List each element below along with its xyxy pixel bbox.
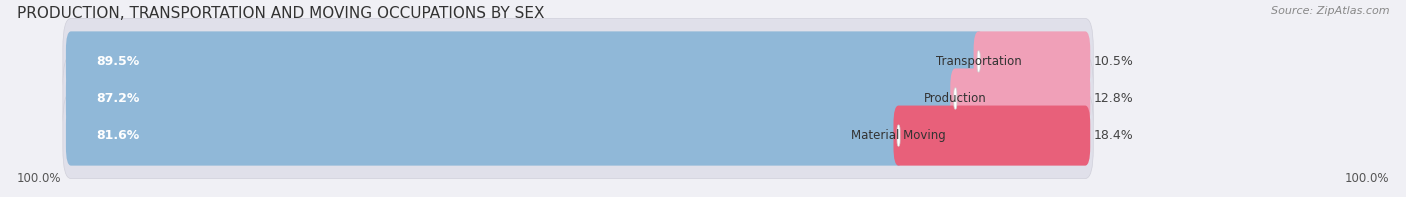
FancyBboxPatch shape [897, 125, 900, 146]
Text: 100.0%: 100.0% [17, 172, 62, 185]
FancyBboxPatch shape [893, 106, 1090, 166]
FancyBboxPatch shape [63, 18, 1094, 104]
FancyBboxPatch shape [66, 106, 904, 166]
Text: 87.2%: 87.2% [97, 92, 139, 105]
Text: 89.5%: 89.5% [97, 55, 139, 68]
FancyBboxPatch shape [63, 56, 1094, 141]
Text: Material Moving: Material Moving [851, 129, 946, 142]
FancyBboxPatch shape [66, 69, 960, 128]
Text: 10.5%: 10.5% [1094, 55, 1133, 68]
Text: 100.0%: 100.0% [1344, 172, 1389, 185]
Text: Production: Production [924, 92, 987, 105]
FancyBboxPatch shape [973, 31, 1090, 91]
Text: 81.6%: 81.6% [97, 129, 139, 142]
FancyBboxPatch shape [977, 51, 980, 72]
Text: PRODUCTION, TRANSPORTATION AND MOVING OCCUPATIONS BY SEX: PRODUCTION, TRANSPORTATION AND MOVING OC… [17, 6, 544, 21]
FancyBboxPatch shape [63, 93, 1094, 179]
Text: Transportation: Transportation [936, 55, 1022, 68]
Text: 18.4%: 18.4% [1094, 129, 1133, 142]
FancyBboxPatch shape [953, 88, 957, 109]
Text: 12.8%: 12.8% [1094, 92, 1133, 105]
FancyBboxPatch shape [66, 31, 984, 91]
Text: Source: ZipAtlas.com: Source: ZipAtlas.com [1271, 6, 1389, 16]
FancyBboxPatch shape [950, 69, 1090, 128]
